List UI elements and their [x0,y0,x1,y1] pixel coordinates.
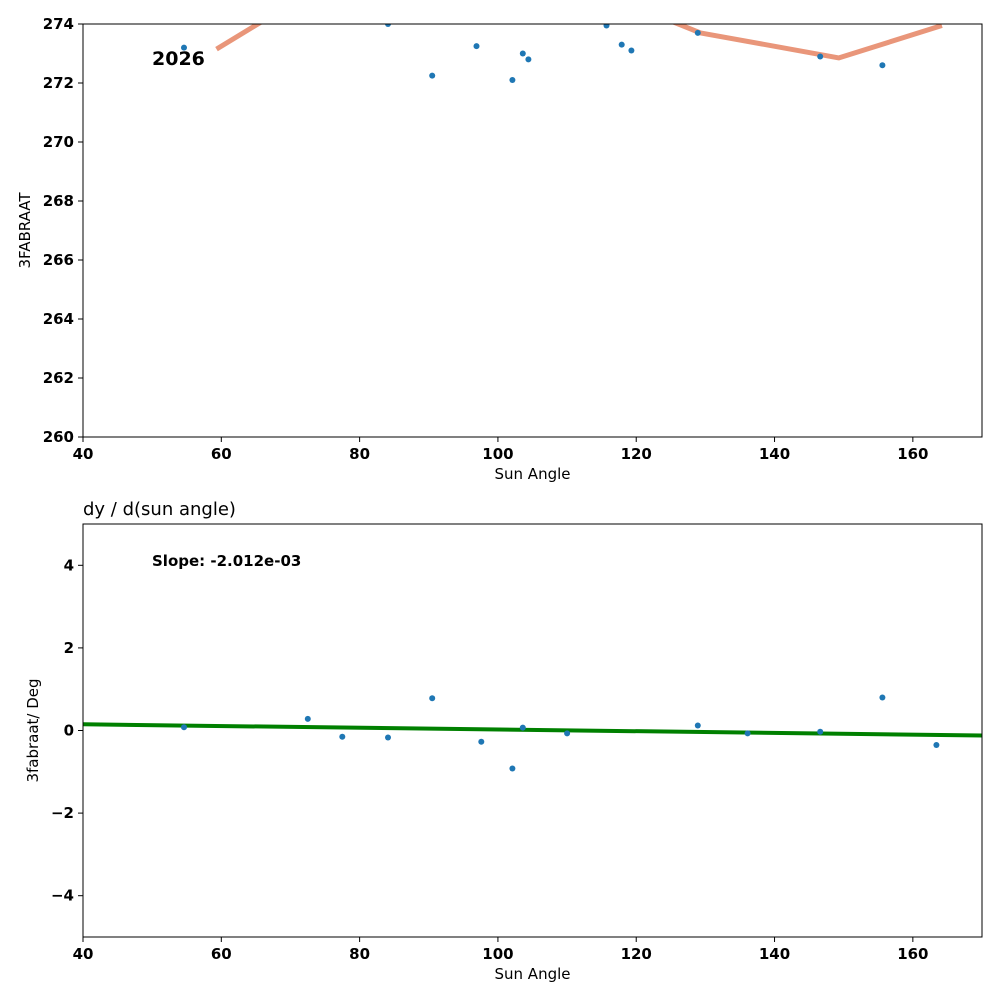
panel-bottom-data-point [744,730,751,737]
panel-bottom-data-point [385,734,391,741]
panel-bottom-xtick-label: 100 [482,945,513,963]
panel-top-xtick-label: 100 [482,445,513,463]
panel-top-ytick-label: 270 [43,133,74,151]
panel-bottom-data-point [564,730,571,737]
panel-top-data-point [525,56,532,63]
panel-bottom-ytick-label: 0 [64,722,74,740]
panel-bottom-xtick-label: 140 [759,945,790,963]
panel-top-fit-line [215,24,943,61]
panel-bottom-ytick-label: −2 [51,804,74,822]
panel-bottom: dy / d(sun angle) Sun Angle 3fabraat/ De… [24,499,983,983]
panel-top-data-point [519,50,526,57]
panel-top-annotation: 2026 [152,48,205,70]
panel-top-data-point [694,29,701,36]
panel-top-xlabel: Sun Angle [495,465,571,483]
panel-bottom-ylabel: 3fabraat/ Deg [24,678,42,782]
panel-top-xtick-label: 160 [897,445,928,463]
panel-top-frame [82,23,983,438]
panel-bottom-data-point [694,722,701,729]
panel-top-xtick-label: 60 [211,445,232,463]
panel-top-plot-area [181,24,943,83]
panel-bottom-data-point [339,733,346,740]
panel-bottom-data-point [304,715,311,722]
panel-top-ytick-label: 274 [43,15,74,33]
panel-bottom-xtick-label: 40 [73,945,94,963]
panel-top-data-point [429,72,436,79]
panel-bottom-ytick-label: −4 [51,887,74,905]
panel-top-data-point [879,62,886,69]
panel-top-data-point [473,43,480,50]
panel-bottom-plot-area [83,694,982,772]
panel-bottom-xtick-label: 160 [897,945,928,963]
panel-top-data-point [603,24,610,29]
panel-bottom-data-point [181,724,187,731]
panel-bottom-data-point [478,738,485,745]
panel-top: Sun Angle 3FABRAAT 2026 40 60 80 100 120 140 1… [16,15,983,483]
panel-bottom-data-point [519,724,526,731]
panel-top-ytick-label: 262 [43,369,74,387]
panel-bottom-annotation: Slope: -2.012e-03 [152,552,301,570]
panel-bottom-ytick-label: 4 [64,556,74,574]
panel-bottom-data-point [933,742,940,748]
panel-bottom-data-point [509,765,516,772]
panel-top-xtick-label: 140 [759,445,790,463]
panel-top-xtick-label: 120 [621,445,652,463]
panel-top-data-point [618,41,625,48]
panel-top-data-point [628,47,635,54]
panel-top-ylabel: 3FABRAAT [16,192,34,269]
panel-bottom-data-point [429,695,436,702]
panel-bottom-xtick-label: 80 [349,945,370,963]
panel-bottom-xlabel: Sun Angle [495,965,571,983]
panel-top-ytick-label: 264 [43,310,74,328]
panel-bottom-ytick-label: 2 [64,639,74,657]
panel-top-ytick-label: 260 [43,428,74,446]
panel-bottom-data-point [879,694,886,701]
panel-bottom-fit-line [83,722,982,738]
panel-bottom-xtick-label: 120 [621,945,652,963]
panel-top-ytick-label: 268 [43,192,74,210]
panel-bottom-data-point [817,728,824,735]
panel-top-ytick-label: 272 [43,74,74,92]
panel-top-ytick-label: 266 [43,251,74,269]
panel-top-data-point [181,44,187,51]
panel-top-data-point [509,77,516,83]
panel-top-xtick-label: 80 [349,445,370,463]
panel-top-xtick-label: 40 [73,445,94,463]
panel-top-data-point [817,53,824,60]
panel-top-data-point [385,24,391,27]
panel-bottom-title: dy / d(sun angle) [83,499,236,520]
panel-bottom-xtick-label: 60 [211,945,232,963]
